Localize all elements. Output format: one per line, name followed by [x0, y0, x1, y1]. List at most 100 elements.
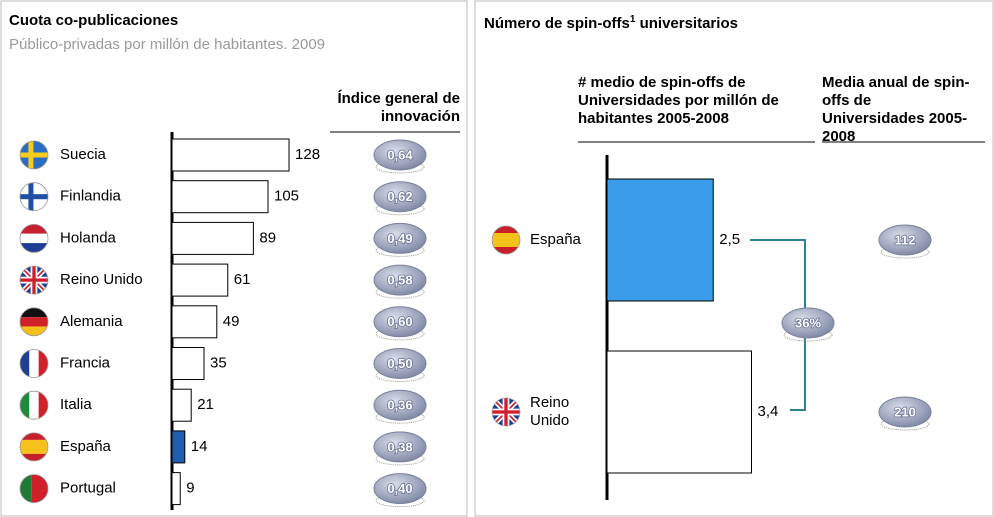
column-header: Media anual de spin-offs de Universidade…	[822, 74, 970, 145]
badge	[373, 389, 427, 421]
flag-part	[20, 224, 48, 234]
flag-part	[29, 349, 39, 378]
flag	[19, 349, 49, 378]
badge-label: 0,50	[387, 356, 412, 371]
bar	[171, 138, 290, 172]
badge-label: 210	[894, 404, 916, 419]
flag	[19, 390, 49, 420]
category-label: España	[60, 438, 112, 455]
flag	[19, 223, 49, 253]
flag-body	[492, 398, 520, 426]
badge-label: 0,36	[387, 398, 412, 413]
bar	[171, 347, 205, 380]
badge	[373, 181, 427, 213]
bar	[171, 305, 218, 339]
category-label: Finlandia	[60, 188, 122, 205]
flag	[19, 182, 49, 212]
flag-part	[31, 474, 48, 503]
flag-rim	[19, 307, 49, 337]
flag-part	[20, 278, 48, 282]
value-label: 2,5	[719, 231, 740, 248]
bar	[606, 350, 752, 474]
flag-part	[492, 247, 520, 254]
flag-rim	[491, 225, 521, 255]
chart-title: Número de spin-offs1 universitarios	[484, 14, 738, 32]
flag-rim	[19, 474, 49, 504]
flag-part	[20, 432, 48, 440]
value-label: 35	[210, 354, 227, 371]
badge-label: 36%	[795, 315, 821, 330]
flag-part	[492, 410, 520, 414]
bar	[171, 388, 192, 422]
flag-part	[20, 474, 32, 503]
chart-title: Cuota co-publicaciones	[9, 12, 178, 29]
flag-rim	[19, 265, 49, 295]
category-label: Holanda	[60, 229, 117, 246]
flag-rim	[19, 182, 49, 212]
flag	[19, 474, 49, 504]
flag-part	[20, 152, 48, 158]
badge	[373, 431, 427, 463]
badge	[373, 473, 427, 505]
badge-label: 0,40	[387, 481, 412, 496]
flag-body	[20, 141, 48, 169]
panel	[0, 0, 468, 517]
value-label: 105	[274, 188, 299, 205]
flag	[19, 265, 49, 295]
value-label: 61	[234, 271, 251, 288]
badge	[781, 307, 835, 339]
category-label: Suecia	[60, 146, 107, 163]
category-label: Reino Unido	[60, 271, 143, 288]
flag-part	[20, 391, 30, 420]
flag	[491, 225, 521, 255]
flag-rim	[19, 349, 49, 378]
bar	[171, 263, 229, 297]
flag-body	[20, 474, 48, 503]
value-label: 9	[186, 480, 194, 497]
badge	[878, 224, 932, 256]
badge-label: 0,58	[387, 273, 412, 288]
value-label: 128	[295, 146, 320, 163]
category-label: España	[530, 231, 581, 248]
flag-body	[20, 266, 48, 295]
flag	[491, 397, 521, 427]
flag	[19, 432, 49, 462]
badge	[373, 264, 427, 296]
value-label: 14	[191, 438, 208, 455]
flag-body	[20, 182, 48, 211]
badge-label: 0,60	[387, 314, 412, 329]
badge-label: 0,38	[387, 439, 412, 454]
badge	[373, 222, 427, 254]
bar	[606, 178, 714, 302]
flag-part	[492, 226, 520, 233]
flag-part	[20, 326, 48, 336]
flag	[19, 307, 49, 337]
badge	[373, 348, 427, 379]
flag-rim	[491, 397, 521, 427]
column-header: Índice general de innovación	[337, 90, 460, 125]
flag-part	[492, 233, 520, 247]
badge-label: 112	[895, 232, 916, 247]
flag-rim	[19, 223, 49, 253]
bar	[171, 221, 254, 255]
category-label: Reino Unido	[530, 394, 570, 429]
flag-part	[38, 391, 48, 420]
flag-part	[20, 439, 48, 454]
flag-part	[20, 194, 48, 200]
category-label: Italia	[60, 396, 92, 413]
badge	[373, 139, 427, 171]
category-label: Portugal	[60, 480, 116, 497]
flag-part	[38, 349, 48, 378]
value-label: 89	[259, 229, 276, 246]
flag-rim	[19, 432, 49, 462]
value-label: 49	[223, 313, 240, 330]
flag-rim	[19, 390, 49, 420]
flag-part	[20, 349, 30, 378]
panel	[474, 0, 994, 517]
bar	[171, 430, 186, 464]
badge-label: 0,62	[387, 189, 412, 204]
flag-body	[492, 226, 520, 254]
flag-body	[20, 349, 48, 378]
